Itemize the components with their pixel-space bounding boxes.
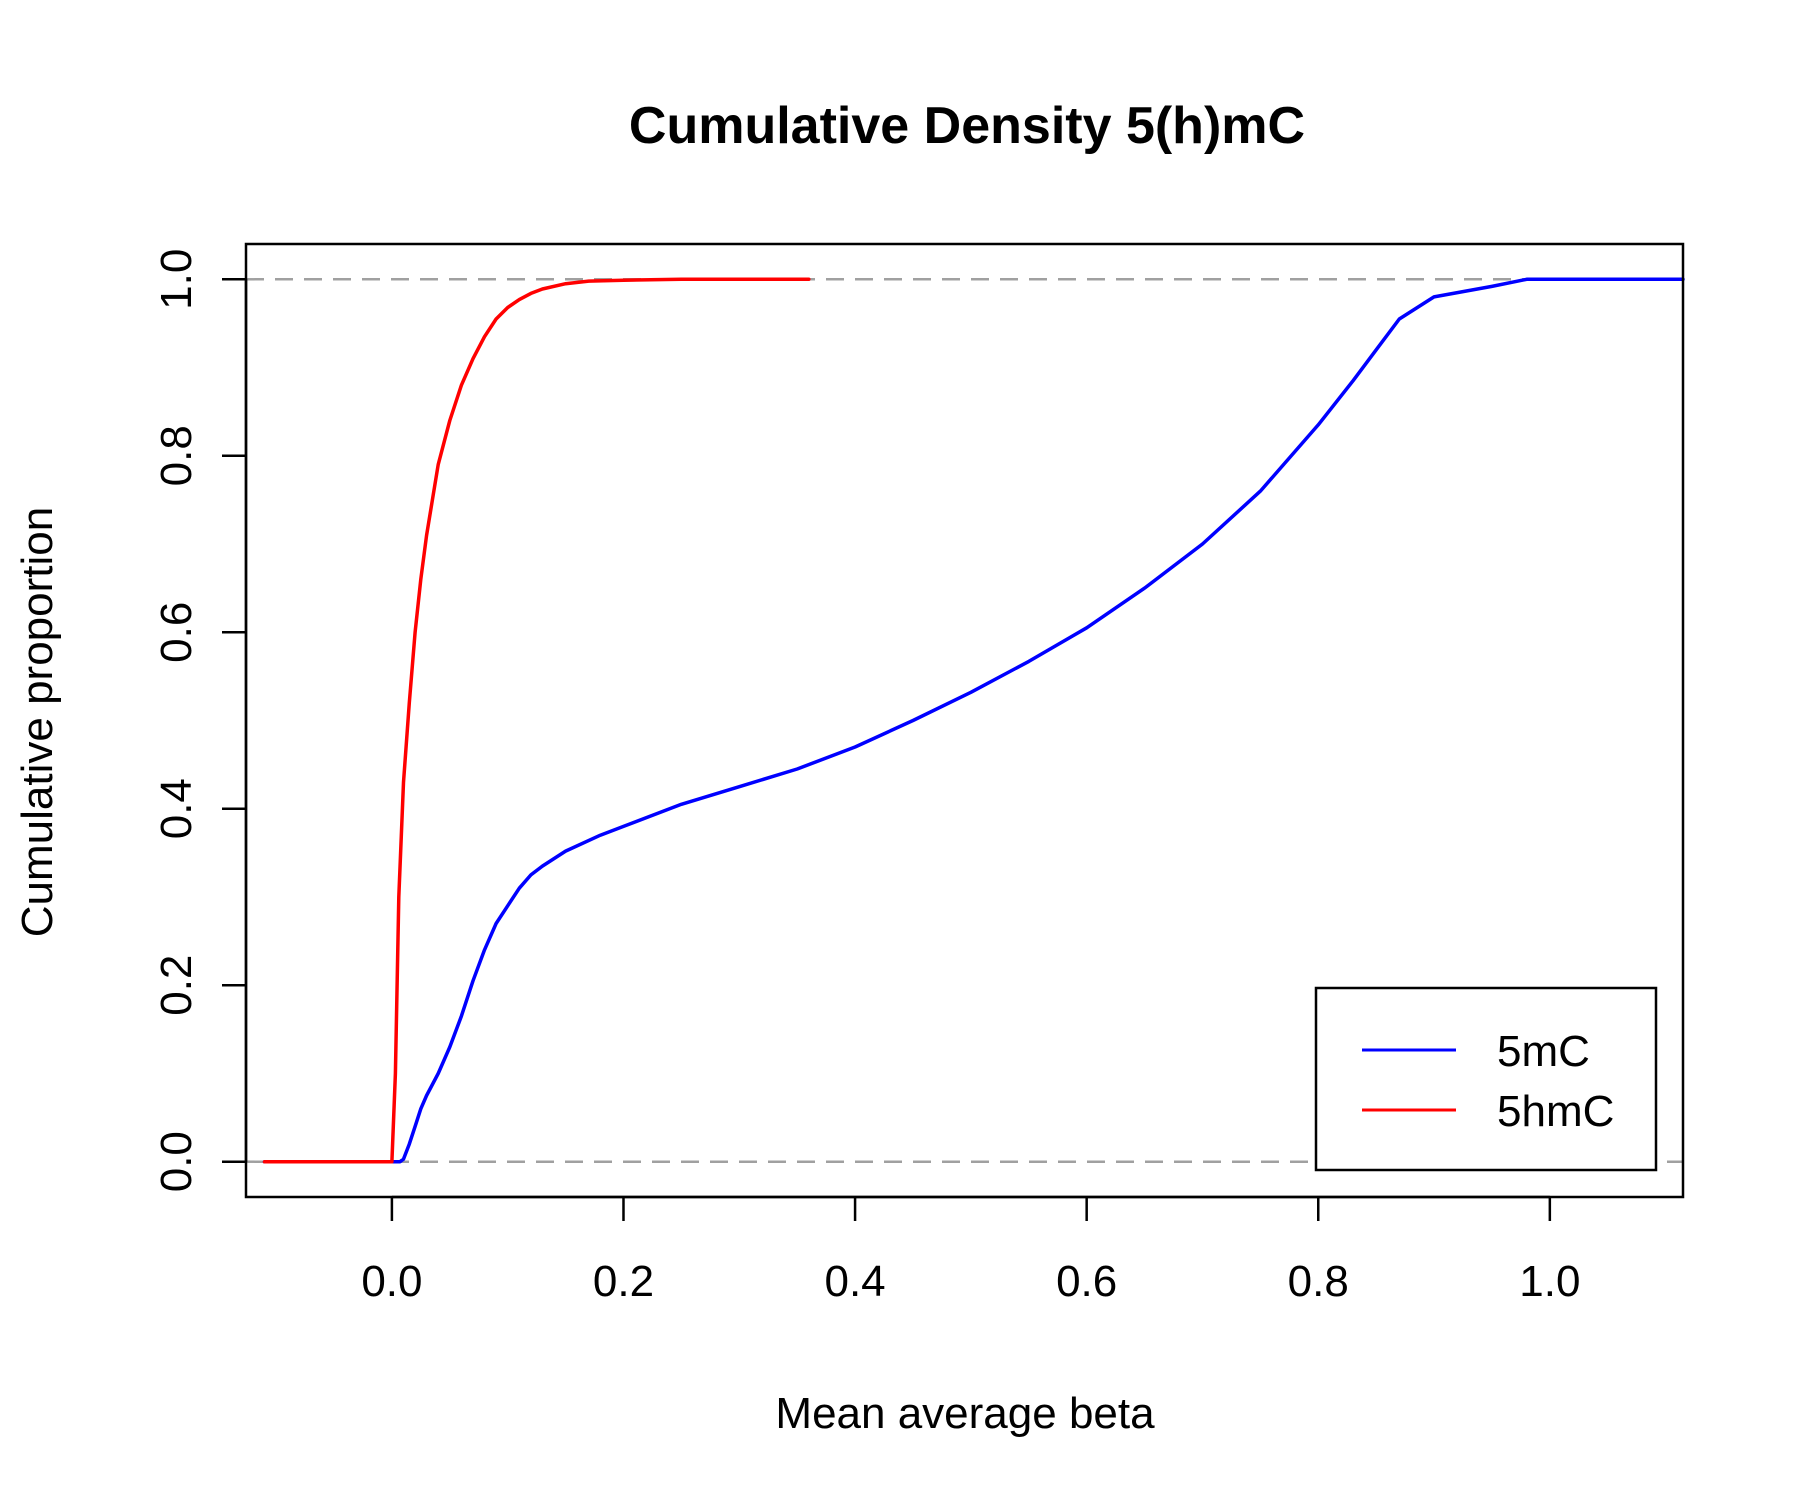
y-axis-label: Cumulative proportion [13, 507, 62, 937]
x-axis-label: Mean average beta [775, 1389, 1155, 1438]
legend-label-5mc: 5mC [1497, 1027, 1590, 1076]
series-line-5hmc [262, 277, 811, 1164]
y-tick-label: 0.6 [152, 602, 201, 663]
x-tick-label: 0.8 [1288, 1257, 1349, 1306]
y-axis: 0.0 0.2 0.4 0.6 0.8 1.0 [152, 249, 248, 1192]
y-tick-label: 0.2 [152, 955, 201, 1016]
legend-box [1314, 986, 1658, 1172]
y-tick-label: 0.8 [152, 425, 201, 486]
x-tick-label: 0.4 [824, 1257, 885, 1306]
legend: 5mC 5hmC [1314, 986, 1658, 1172]
series-line-5mc [262, 277, 1685, 1164]
x-tick-label: 0.2 [593, 1257, 654, 1306]
x-axis: 0.0 0.2 0.4 0.6 0.8 1.0 [361, 1195, 1580, 1306]
x-tick-label: 0.6 [1056, 1257, 1117, 1306]
y-tick-label: 1.0 [152, 249, 201, 310]
x-tick-label: 1.0 [1519, 1257, 1580, 1306]
chart-title: Cumulative Density 5(h)mC [629, 97, 1305, 155]
x-tick-label: 0.0 [361, 1257, 422, 1306]
y-tick-label: 0.0 [152, 1131, 201, 1192]
legend-label-5hmc: 5hmC [1497, 1087, 1614, 1136]
y-tick-label: 0.4 [152, 778, 201, 839]
